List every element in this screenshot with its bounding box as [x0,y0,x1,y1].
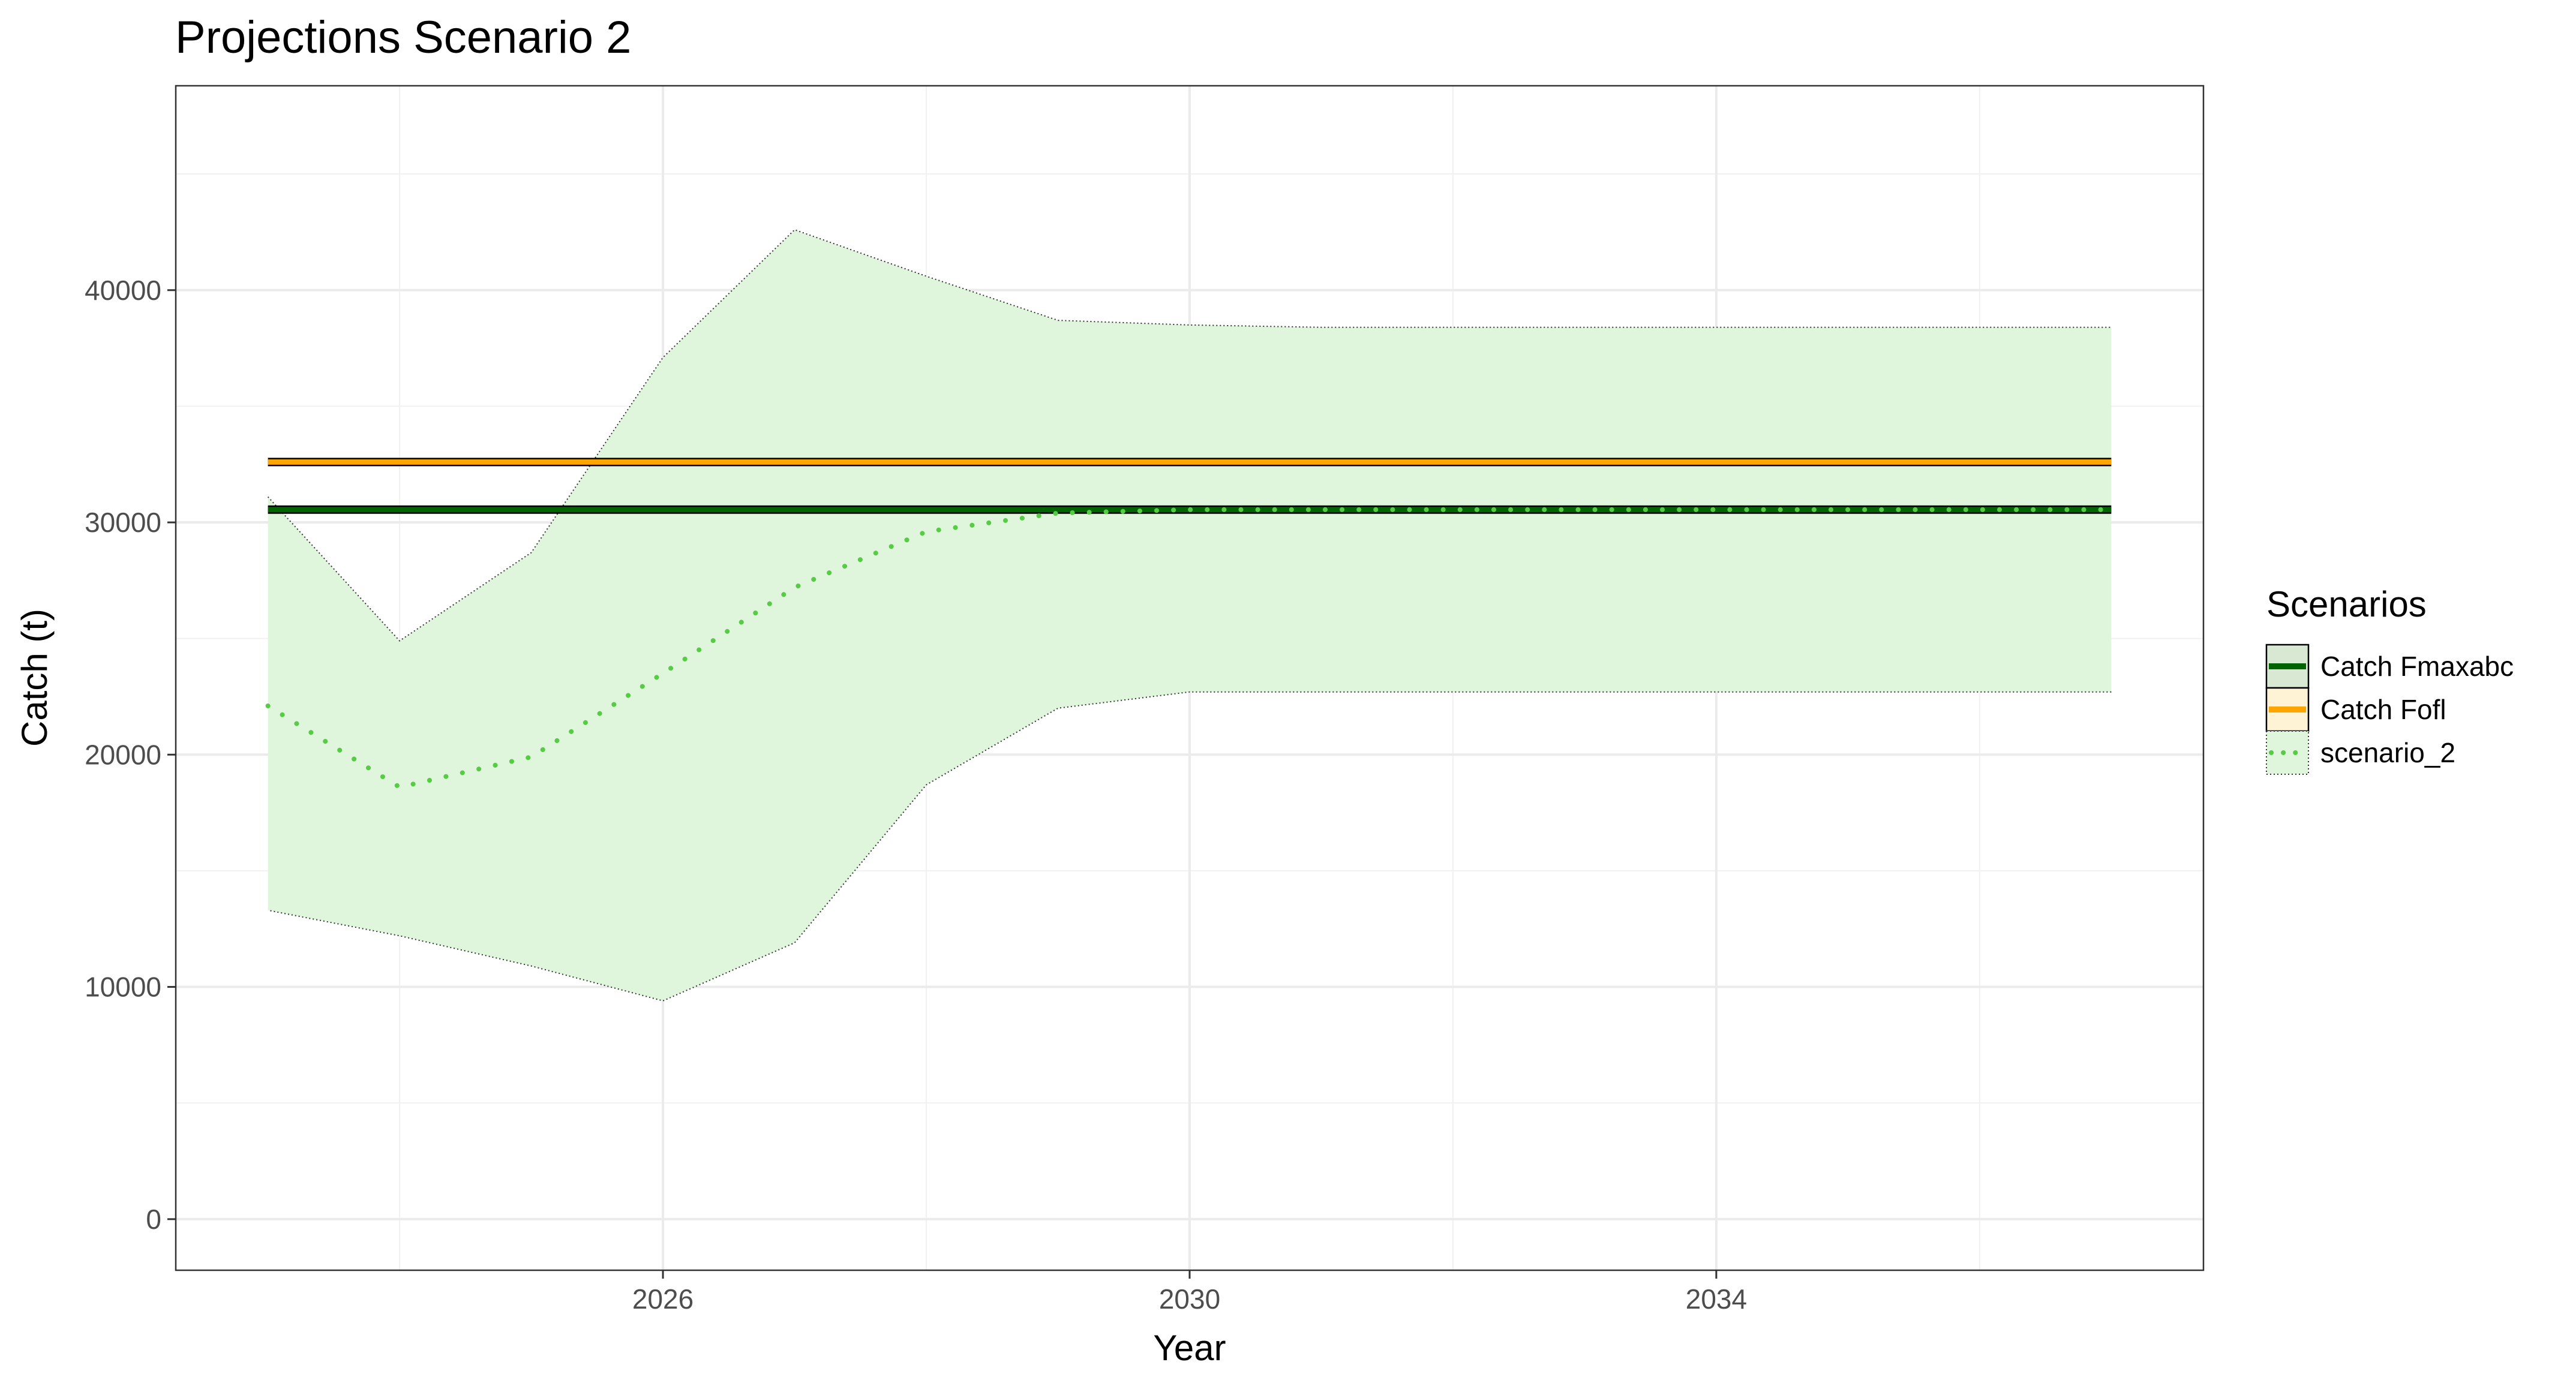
series-lines [265,458,2114,790]
x-tick-label: 2026 [632,1283,693,1315]
legend-label: Catch Fmaxabc [2320,651,2514,682]
legend-entry-Catch Fofl: Catch Fofl [2265,687,2446,732]
ribbon-upper-bound [267,229,2112,642]
ribbon-scenario_2 [268,230,2112,1001]
series-line-scenario_2 [265,507,2114,790]
ribbon-lower-bound [268,691,2112,1002]
y-tick-label: 40000 [85,275,161,306]
y-axis: 0 10000 20000 30000 40000 [85,275,176,1235]
x-axis-title: Year [1153,1328,1226,1368]
x-axis: 2026 2030 2034 [632,1270,1747,1315]
y-axis-title: Catch (t) [14,609,55,747]
ribbons [267,229,2112,1002]
legend-entry-Catch Fmaxabc: Catch Fmaxabc [2265,644,2514,689]
legend: Scenarios Catch Fmaxabc Catch Fofl scenari… [2265,584,2514,775]
y-tick-label: 10000 [85,972,161,1003]
legend-entry-scenario_2: scenario_2 [2266,730,2455,775]
y-tick-label: 0 [146,1204,161,1235]
legend-label: Catch Fofl [2320,694,2446,725]
legend-entries: Catch Fmaxabc Catch Fofl scenario_2 [2265,644,2514,775]
y-tick-label: 20000 [85,739,161,770]
y-tick-label: 30000 [85,507,161,538]
chart-title: Projections Scenario 2 [175,12,631,63]
legend-label: scenario_2 [2320,737,2455,768]
legend-title: Scenarios [2266,584,2427,624]
x-tick-label: 2030 [1159,1283,1220,1315]
plot-area [175,85,2205,1271]
x-tick-label: 2034 [1686,1283,1747,1315]
